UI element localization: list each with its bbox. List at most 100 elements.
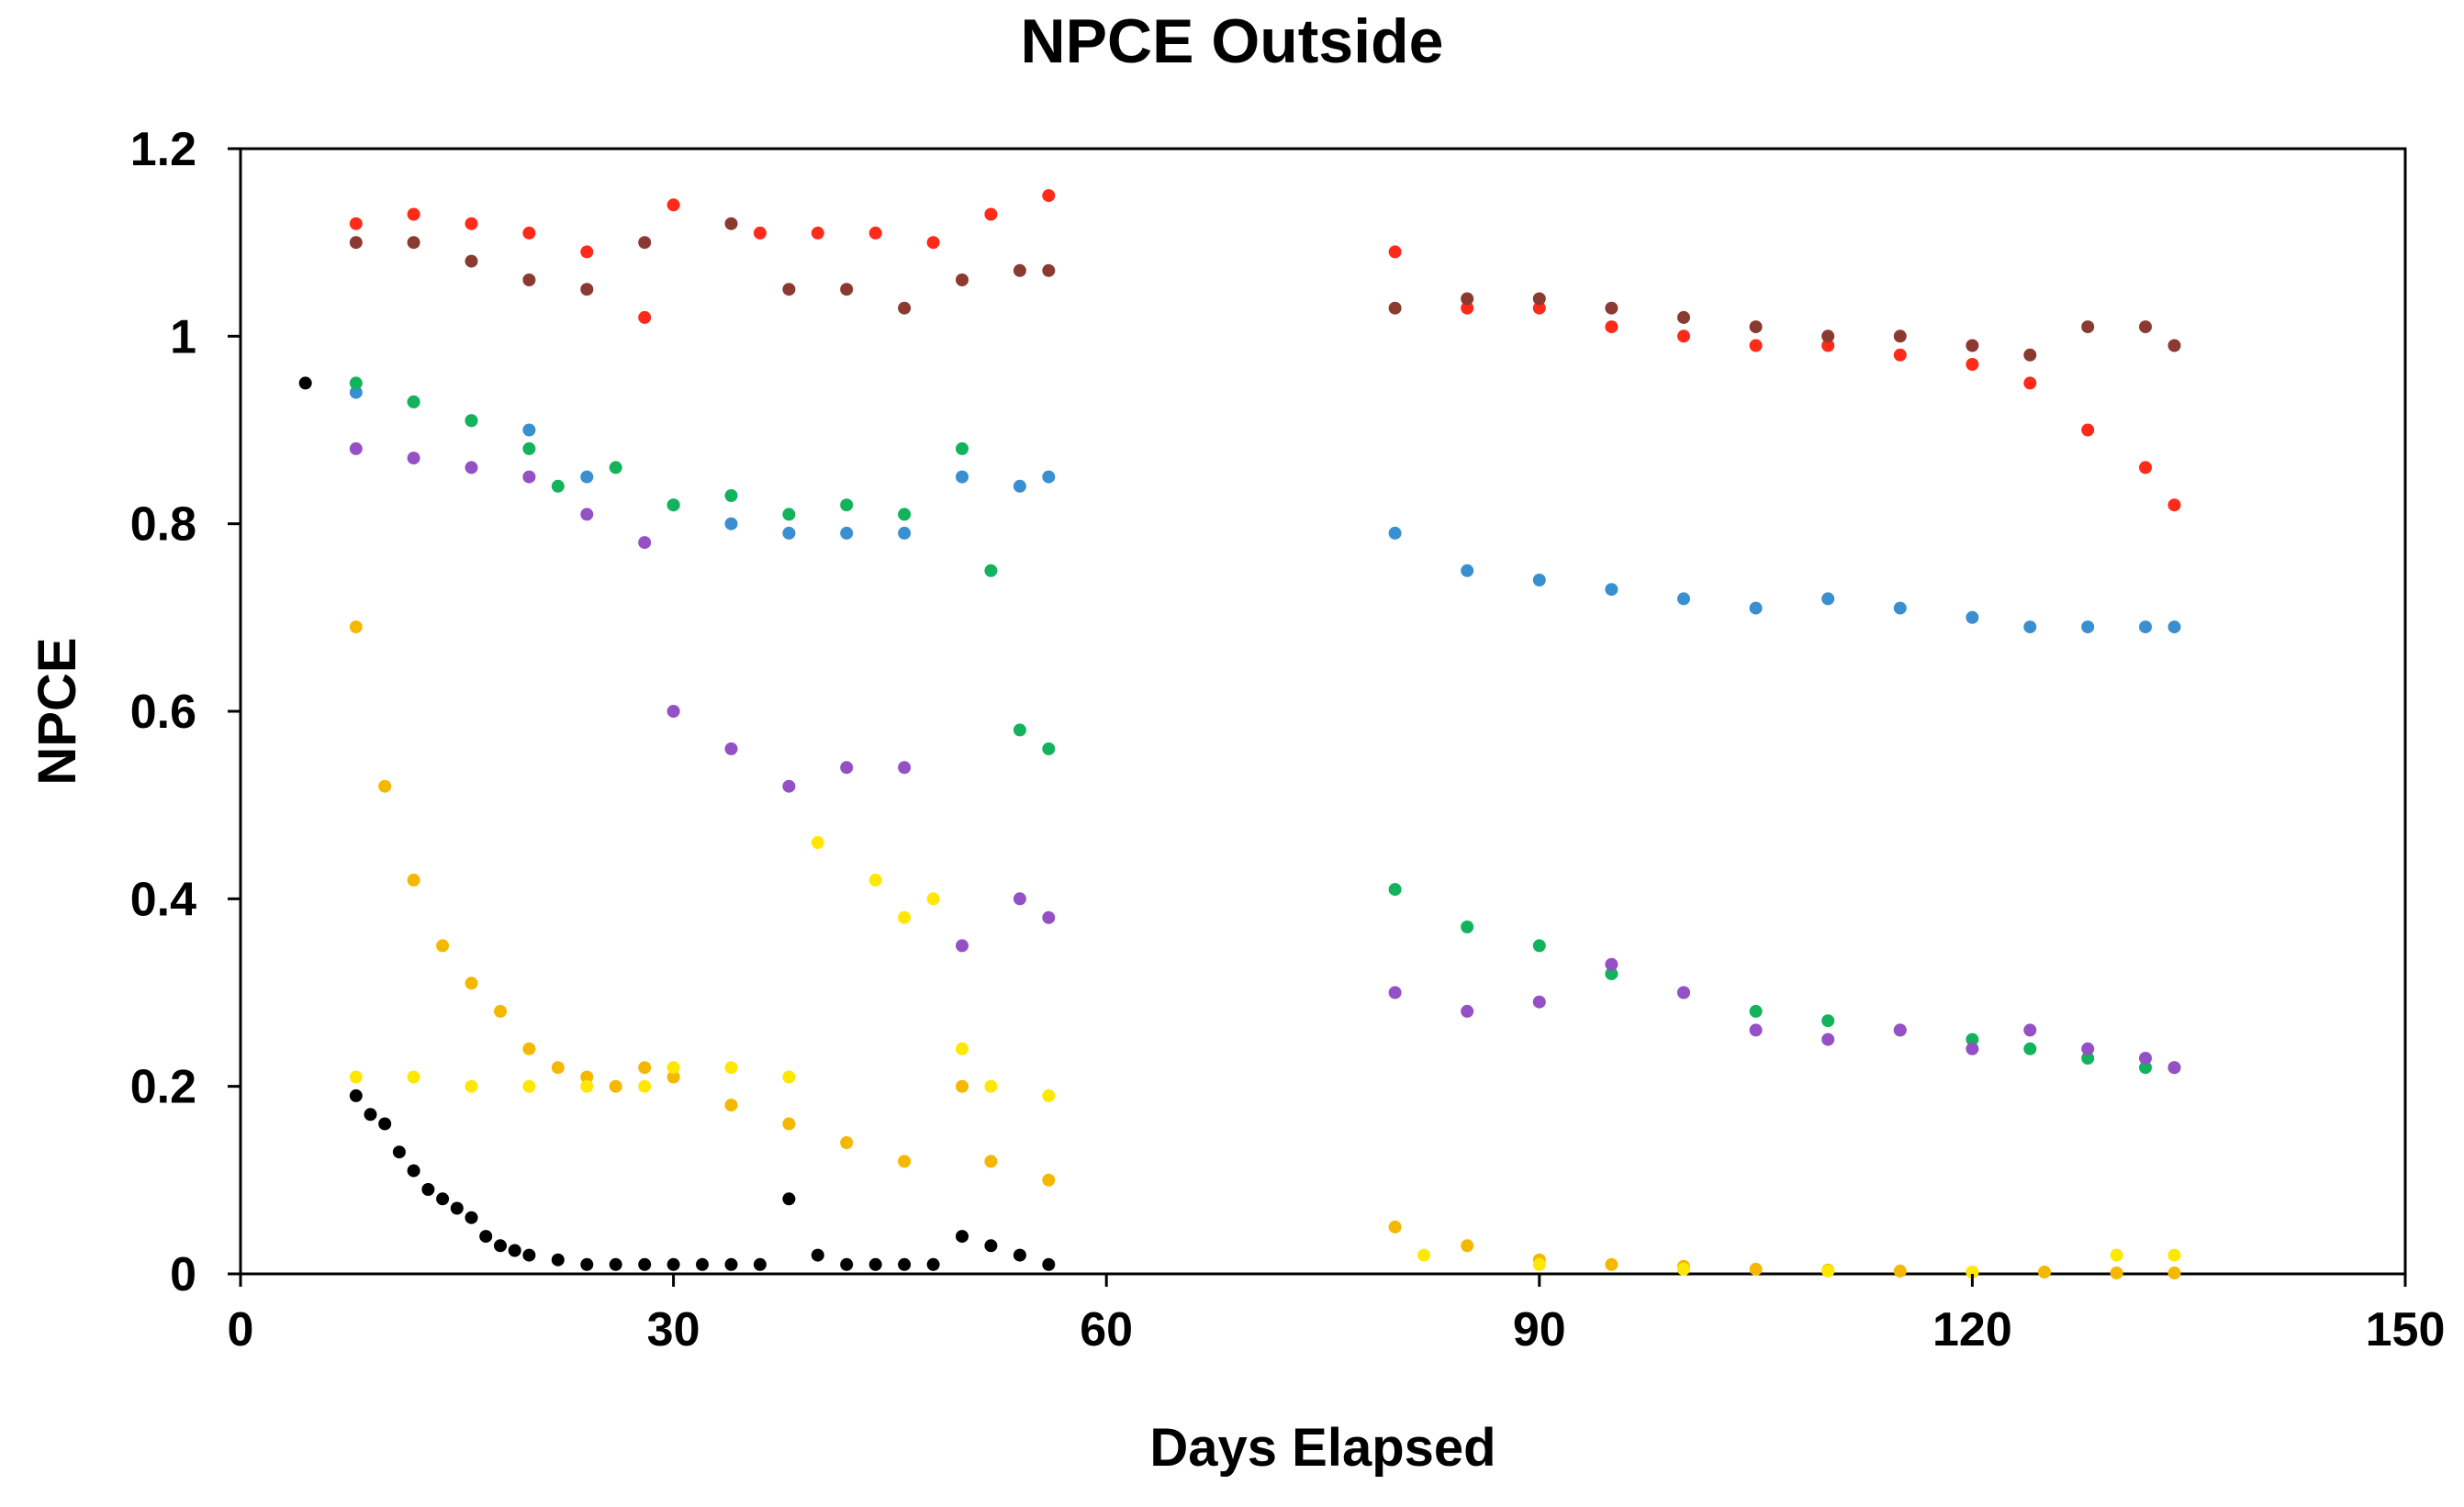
data-point-purple — [1966, 1042, 1979, 1055]
data-point-black — [580, 1257, 594, 1271]
data-point-black — [984, 1239, 998, 1253]
y-tick-label: 0.6 — [130, 686, 196, 739]
data-point-purple — [1605, 957, 1618, 971]
data-point-purple — [724, 742, 738, 755]
data-point-orange — [1042, 1173, 1056, 1187]
data-point-yellow — [349, 1070, 363, 1084]
data-point-red — [580, 245, 594, 259]
data-point-orange — [984, 1155, 998, 1168]
data-point-red — [753, 226, 767, 240]
data-point-orange — [1749, 1262, 1763, 1276]
x-tick-label: 90 — [1513, 1303, 1566, 1356]
x-tick-label: 0 — [228, 1303, 254, 1356]
data-point-orange — [2110, 1267, 2123, 1279]
data-point-green — [1388, 883, 1402, 897]
data-point-green — [2139, 1061, 2152, 1075]
data-point-purple — [782, 779, 796, 793]
data-point-red — [2167, 498, 2181, 512]
data-point-brown — [2081, 320, 2095, 334]
data-point-black — [811, 1248, 824, 1262]
data-point-yellow — [984, 1079, 998, 1093]
series-orange — [349, 620, 2181, 1279]
series-green — [349, 376, 2181, 1075]
data-point-purple — [1677, 986, 1690, 999]
data-point-red — [811, 226, 824, 240]
series-brown — [349, 217, 2181, 362]
data-point-black — [465, 1211, 478, 1224]
data-point-red — [926, 236, 940, 250]
data-point-purple — [956, 939, 969, 953]
data-point-green — [2023, 1042, 2037, 1055]
data-point-red — [868, 226, 882, 240]
data-point-brown — [1821, 329, 1835, 343]
data-point-red — [1966, 358, 1979, 371]
data-point-green — [1013, 723, 1026, 737]
data-point-green — [1532, 939, 1546, 953]
data-point-yellow — [724, 1061, 738, 1075]
data-point-red — [349, 217, 363, 230]
data-point-brown — [840, 283, 854, 296]
x-tick-label: 120 — [1932, 1303, 2012, 1356]
data-point-orange — [522, 1042, 536, 1055]
data-point-yellow — [1966, 1266, 1979, 1278]
data-point-black — [840, 1257, 854, 1271]
data-point-green — [724, 489, 738, 502]
data-point-blue — [1461, 564, 1474, 577]
data-point-purple — [465, 461, 478, 474]
data-point-black — [508, 1244, 521, 1257]
data-point-brown — [465, 254, 478, 268]
data-point-blue — [2023, 620, 2037, 634]
data-point-black — [782, 1192, 796, 1206]
data-point-green — [609, 461, 622, 474]
data-point-brown — [1749, 320, 1763, 334]
data-point-black — [696, 1257, 709, 1271]
data-point-blue — [956, 470, 969, 484]
data-point-orange — [2038, 1266, 2051, 1278]
data-point-blue — [782, 526, 796, 540]
x-axis-ticks: 0 30 60 90 120 150 — [228, 1274, 2445, 1356]
data-point-yellow — [926, 892, 940, 906]
data-point-orange — [1388, 1220, 1402, 1234]
data-point-black — [898, 1257, 912, 1271]
data-point-purple — [2167, 1061, 2181, 1075]
data-point-blue — [1388, 526, 1402, 540]
data-point-black — [378, 1117, 392, 1131]
data-point-purple — [580, 508, 594, 521]
y-tick-label: 0 — [170, 1248, 196, 1301]
data-point-blue — [1749, 601, 1763, 615]
y-axis-ticks: 0 0.2 0.4 0.6 0.8 1 1.2 — [130, 123, 241, 1301]
data-point-orange — [465, 977, 478, 990]
data-point-blue — [1042, 470, 1056, 484]
data-point-orange — [407, 873, 420, 887]
data-point-brown — [638, 236, 652, 250]
data-point-purple — [1042, 910, 1056, 924]
data-point-brown — [1388, 301, 1402, 315]
data-point-orange — [1893, 1264, 1907, 1278]
data-point-purple — [2139, 1052, 2152, 1065]
x-tick-label: 60 — [1080, 1303, 1133, 1356]
data-point-yellow — [956, 1042, 969, 1055]
data-point-yellow — [2110, 1248, 2123, 1262]
data-point-red — [2023, 376, 2037, 390]
data-point-blue — [1605, 583, 1618, 597]
data-point-orange — [840, 1136, 854, 1149]
data-point-brown — [1966, 339, 1979, 352]
data-point-green — [1749, 1004, 1763, 1018]
data-point-blue — [2167, 620, 2181, 634]
data-point-orange — [580, 1070, 594, 1084]
data-point-blue — [898, 526, 912, 540]
data-point-black — [753, 1257, 767, 1271]
data-point-purple — [522, 470, 536, 484]
data-point-green — [1605, 967, 1618, 981]
data-point-black — [926, 1257, 940, 1271]
data-point-green — [522, 441, 536, 455]
data-point-yellow — [465, 1079, 478, 1093]
data-point-purple — [638, 536, 652, 550]
data-point-green — [407, 395, 420, 408]
data-point-green — [1966, 1033, 1979, 1046]
data-point-green — [666, 498, 680, 512]
data-point-purple — [2081, 1042, 2095, 1055]
data-point-red — [407, 207, 420, 221]
data-point-brown — [782, 283, 796, 296]
data-point-brown — [1605, 301, 1618, 315]
